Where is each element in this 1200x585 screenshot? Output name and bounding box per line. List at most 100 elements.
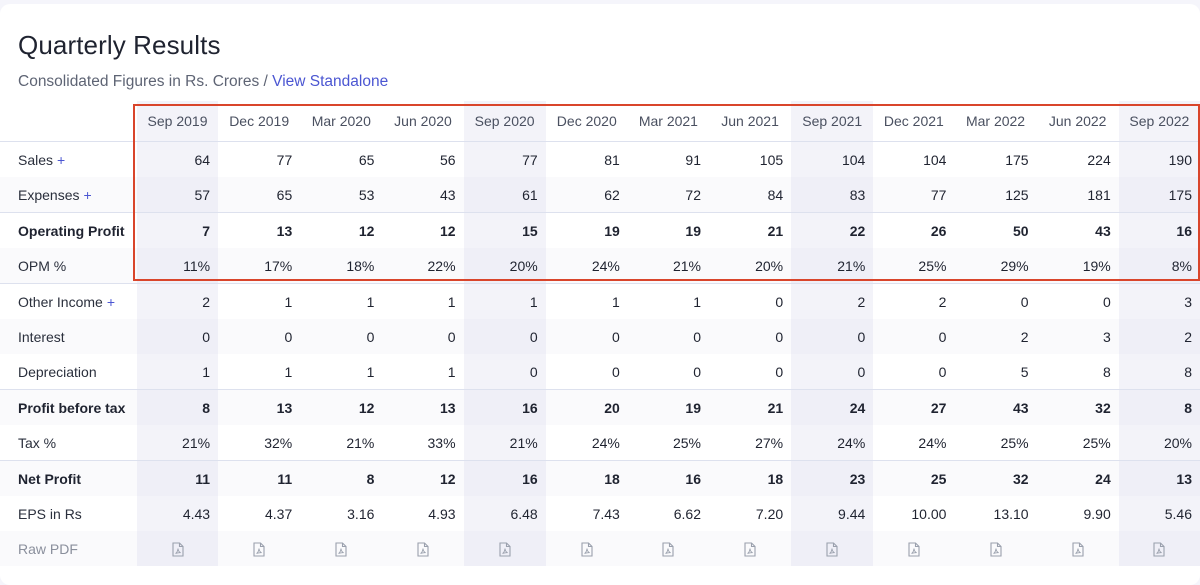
raw-pdf-cell[interactable] [300, 531, 383, 566]
value-cell: 24% [791, 425, 874, 461]
value-cell: 25% [1000, 434, 1029, 451]
value-cell: 175 [1118, 177, 1200, 213]
row-label-cell: Net Profit [0, 460, 137, 496]
value-cell: 104 [791, 141, 874, 177]
expand-plus-button[interactable]: + [83, 186, 92, 203]
column-header: Jun 2021 [721, 113, 779, 129]
value-cell: 22 [791, 212, 874, 248]
value-cell: 24% [918, 434, 947, 451]
row-label-cell: Depreciation [0, 354, 137, 390]
pdf-file-icon[interactable] [1153, 542, 1165, 557]
row-label: Expenses [18, 186, 80, 203]
table-row: Tax % 21% 32% 21% 33% 21% 24% 25% 27% 24% 24% 25% 25… [0, 425, 1200, 461]
row-label-cell: Raw PDF [0, 531, 137, 566]
value-cell: 61 [463, 177, 546, 213]
value-cell: 5.46 [1118, 496, 1200, 531]
expand-plus-button[interactable]: + [57, 151, 66, 168]
row-label: EPS in Rs [18, 505, 82, 522]
raw-pdf-cell[interactable] [954, 531, 1037, 566]
value-cell: 0 [612, 363, 620, 380]
value-cell: 181 [1036, 177, 1119, 213]
pdf-file-icon[interactable] [744, 542, 756, 557]
view-standalone-link[interactable]: View Standalone [272, 73, 389, 90]
row-label: Net Profit [18, 470, 81, 487]
subtitle-text: Consolidated Figures in Rs. Crores / [18, 73, 273, 90]
pdf-file-icon[interactable] [826, 542, 838, 557]
raw-pdf-cell[interactable] [136, 531, 219, 566]
value-cell: 0 [300, 319, 383, 354]
value-cell: 8 [1118, 389, 1200, 425]
value-cell: 19 [545, 212, 628, 248]
value-cell: 21 [708, 212, 792, 248]
value-cell: 9.90 [1083, 505, 1111, 522]
value-cell: 72 [627, 177, 709, 213]
value-cell: 16 [463, 389, 546, 425]
pdf-file-icon[interactable] [253, 542, 265, 557]
value-cell: 65 [300, 141, 383, 177]
row-label-cell[interactable]: Sales + [0, 141, 137, 177]
raw-pdf-cell[interactable] [382, 531, 464, 566]
column-header: Dec 2019 [229, 113, 290, 129]
pdf-file-icon[interactable] [989, 542, 1002, 557]
value-cell: 15 [463, 212, 546, 248]
pdf-file-icon[interactable] [499, 542, 511, 557]
pdf-file-icon[interactable] [581, 542, 593, 557]
value-cell: 0 [954, 283, 1037, 319]
value-cell: 4.43 [136, 496, 219, 531]
value-cell: 125 [954, 177, 1037, 213]
raw-pdf-cell[interactable] [545, 531, 628, 566]
pdf-file-icon[interactable] [335, 542, 347, 557]
value-cell: 1 [284, 363, 293, 380]
raw-pdf-cell[interactable] [463, 531, 546, 566]
row-label-cell: Tax % [0, 425, 137, 461]
expand-plus-button[interactable]: + [106, 293, 116, 310]
raw-pdf-cell[interactable] [627, 531, 709, 566]
value-cell: 3 [1118, 283, 1200, 319]
pdf-file-icon[interactable] [171, 542, 184, 557]
raw-pdf-cell[interactable] [1036, 531, 1119, 566]
value-cell: 6.62 [673, 505, 701, 522]
value-cell: 8% [1118, 248, 1200, 284]
row-label: Tax % [18, 434, 57, 451]
value-cell: 13 [1118, 460, 1200, 496]
row-label: Raw PDF [18, 540, 78, 557]
value-cell: 16 [463, 460, 546, 496]
value-cell: 2 [954, 319, 1037, 354]
value-cell: 21% [627, 248, 709, 284]
value-cell: 6.48 [463, 496, 546, 531]
value-cell: 12 [382, 460, 464, 496]
value-cell: 7.20 [755, 505, 784, 522]
value-cell: 21% [136, 425, 219, 461]
raw-pdf-cell[interactable] [708, 531, 792, 566]
table-row: Depreciation 1 1 1 1 0 0 0 0 0 0 5 8 8 [0, 354, 1200, 390]
value-cell: 27 [873, 389, 955, 425]
raw-pdf-cell[interactable] [1118, 531, 1200, 566]
value-cell: 0 [382, 319, 464, 354]
value-cell: 8 [1102, 363, 1111, 380]
value-cell: 24 [1036, 460, 1119, 496]
table-row: Operating Profit 7 13 12 12 15 19 19 21 22 26 50 43 1… [0, 212, 1200, 248]
value-cell: 12 [382, 212, 464, 248]
table-row: Net Profit 11 11 8 12 16 18 16 18 23 25 32 24 13 [0, 460, 1200, 496]
pdf-file-icon[interactable] [1072, 542, 1084, 557]
row-label-cell[interactable]: Other Income + [0, 283, 137, 319]
value-cell: 5 [1020, 363, 1029, 380]
value-cell: 64 [136, 141, 219, 177]
value-cell: 224 [1036, 141, 1119, 177]
value-cell: 9.44 [791, 496, 874, 531]
value-cell: 77 [218, 141, 301, 177]
value-cell: 25% [672, 434, 701, 451]
raw-pdf-cell[interactable] [791, 531, 874, 566]
pdf-file-icon[interactable] [417, 542, 429, 557]
pdf-file-icon[interactable] [908, 542, 920, 557]
pdf-file-icon[interactable] [662, 542, 674, 557]
value-cell: 1 [627, 283, 709, 319]
column-header: Sep 2019 [136, 101, 219, 142]
value-cell: 8 [136, 389, 219, 425]
value-cell: 19 [627, 212, 709, 248]
value-cell: 53 [300, 177, 383, 213]
row-label-cell[interactable]: Expenses + [0, 177, 137, 213]
value-cell: 91 [627, 141, 709, 177]
raw-pdf-cell[interactable] [218, 531, 301, 566]
raw-pdf-cell[interactable] [873, 531, 955, 566]
